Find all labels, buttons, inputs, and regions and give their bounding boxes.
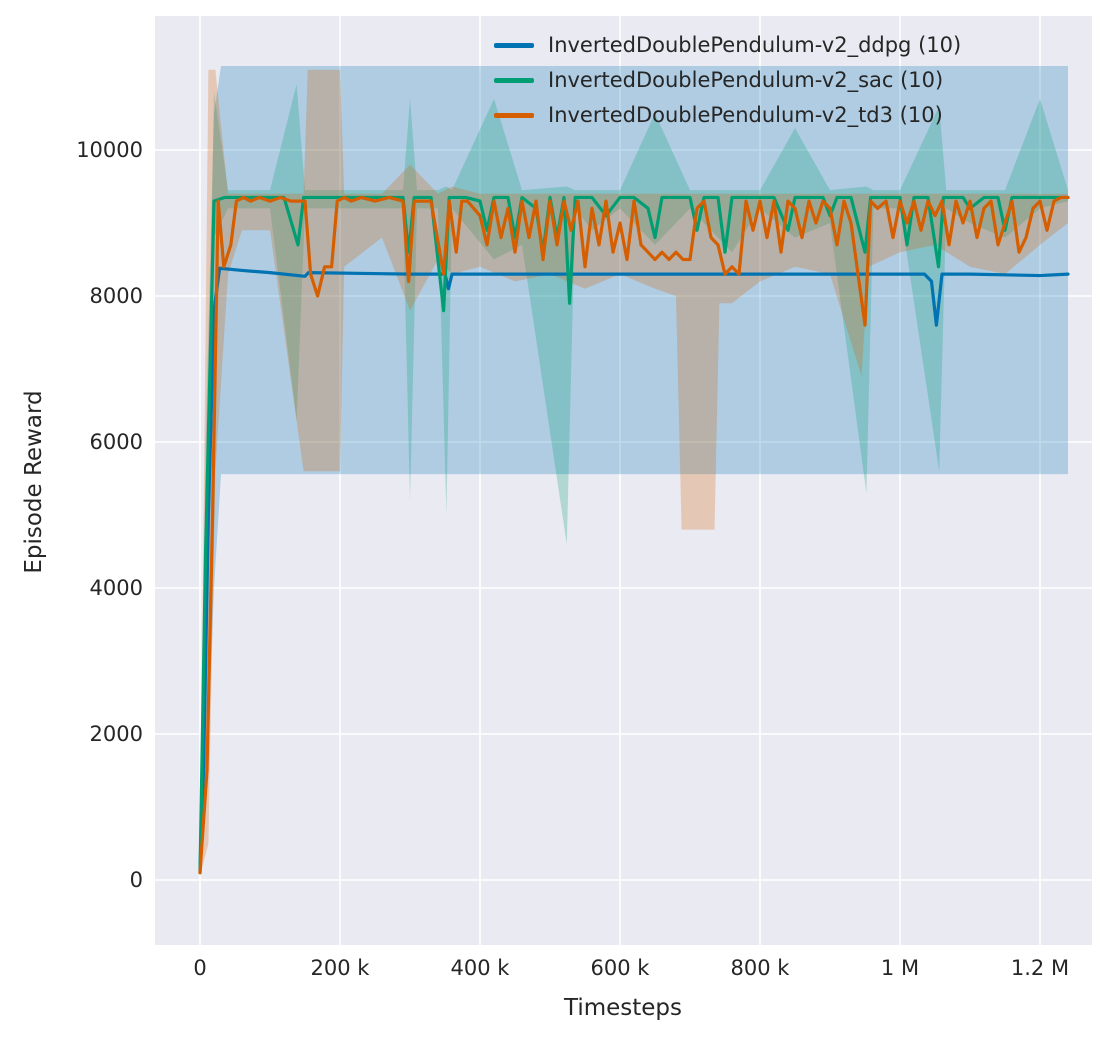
- x-tick-label: 0: [193, 956, 206, 980]
- y-tick-label: 6000: [90, 430, 143, 454]
- legend: InvertedDoublePendulum-v2_ddpg (10) Inver…: [494, 33, 961, 127]
- y-tick-label: 10000: [76, 138, 143, 162]
- legend-label: InvertedDoublePendulum-v2_sac (10): [548, 68, 944, 92]
- y-axis-label: Episode Reward: [21, 390, 47, 574]
- series-line: [198, 195, 1070, 875]
- x-tick-label: 800 k: [731, 956, 791, 980]
- x-tick-label: 1 M: [881, 956, 919, 980]
- y-tick-label: 0: [130, 868, 143, 892]
- x-tick-label: 1.2 M: [1011, 956, 1069, 980]
- legend-line-swatch: [494, 112, 534, 118]
- x-tick-label: 400 k: [451, 956, 511, 980]
- x-tick-label: 600 k: [591, 956, 651, 980]
- y-tick-label: 2000: [90, 722, 143, 746]
- y-tick-label: 4000: [90, 576, 143, 600]
- x-axis-label: Timesteps: [563, 995, 683, 1021]
- x-tick-label: 200 k: [311, 956, 371, 980]
- y-tick-label: 8000: [90, 284, 143, 308]
- legend-item: InvertedDoublePendulum-v2_sac (10): [494, 68, 961, 92]
- legend-line-swatch: [494, 77, 534, 83]
- legend-label: InvertedDoublePendulum-v2_ddpg (10): [548, 33, 962, 57]
- legend-item: InvertedDoublePendulum-v2_ddpg (10): [494, 33, 961, 57]
- legend-item: InvertedDoublePendulum-v2_td3 (10): [494, 103, 961, 127]
- series-line: [198, 195, 1070, 875]
- legend-label: InvertedDoublePendulum-v2_td3 (10): [548, 103, 943, 127]
- legend-line-swatch: [494, 42, 534, 48]
